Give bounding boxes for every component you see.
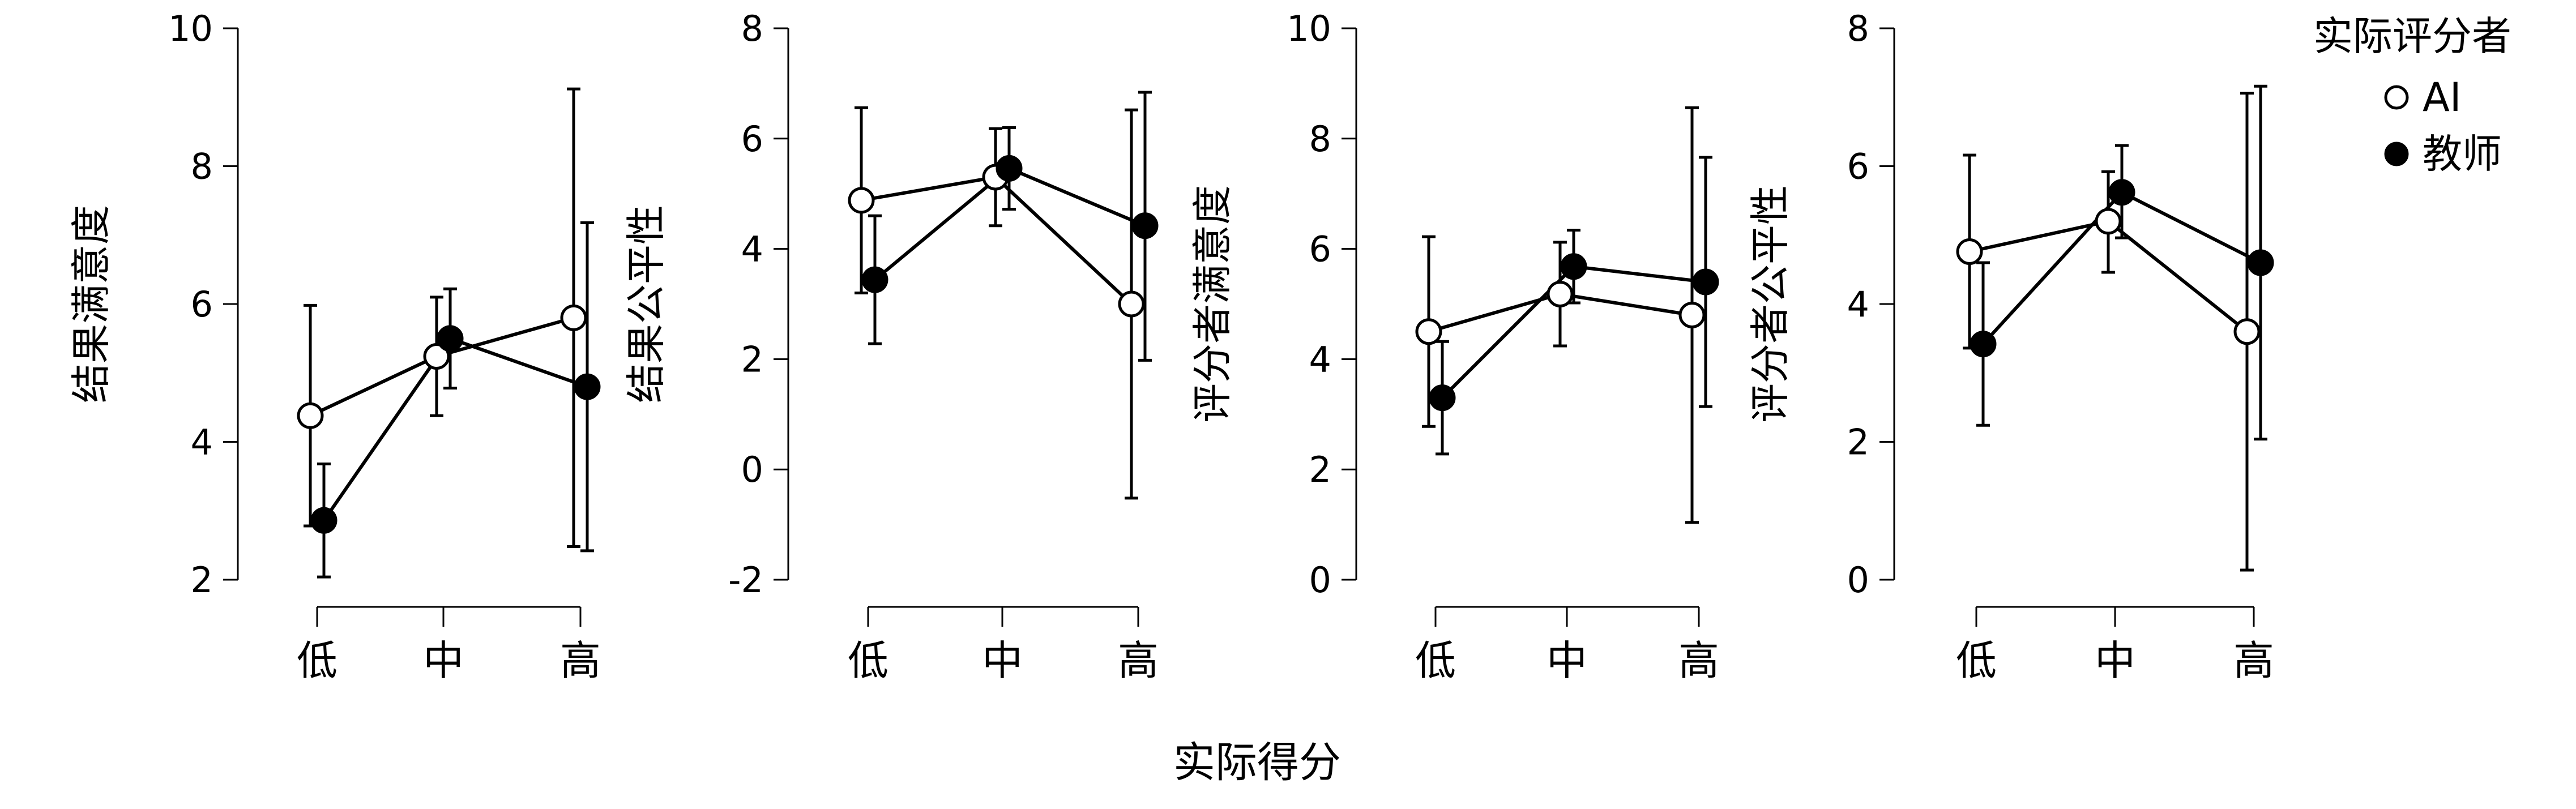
x-tick-label: 中 — [1547, 637, 1587, 684]
y-tick-label: 2 — [1847, 422, 1869, 463]
y-tick-label: 2 — [741, 339, 763, 380]
x-tick-label: 中 — [423, 637, 464, 684]
y-tick-label: 0 — [741, 449, 763, 490]
legend-marker-ai — [2384, 85, 2409, 110]
y-tick-label: 4 — [1309, 339, 1331, 380]
y-tick-label: 6 — [191, 284, 213, 325]
data-point-teacher — [1429, 384, 1456, 412]
x-tick-label: 高 — [1118, 637, 1159, 684]
x-tick-label: 中 — [2095, 637, 2135, 684]
y-tick-label: -2 — [728, 559, 763, 601]
x-tick-label: 高 — [2233, 637, 2274, 684]
y-tick-label: 0 — [1847, 559, 1869, 601]
legend: 实际评分者 AI 教师 — [2313, 13, 2511, 177]
data-point-ai — [1415, 318, 1442, 345]
y-tick-label: 4 — [191, 422, 213, 463]
legend-title: 实际评分者 — [2313, 13, 2511, 59]
y-tick-label: 8 — [191, 146, 213, 187]
series-line-teacher — [322, 336, 588, 522]
y-tick-label: 2 — [191, 559, 213, 601]
data-point-teacher — [2108, 179, 2135, 206]
y-axis-title: 评分者满意度 — [1189, 185, 1236, 423]
data-point-ai — [1547, 280, 1574, 307]
data-point-teacher — [310, 507, 338, 534]
data-point-ai — [2233, 318, 2261, 345]
y-tick-label: 0 — [1309, 559, 1331, 601]
y-axis-title: 评分者公平性 — [1747, 185, 1793, 423]
x-tick-label: 低 — [297, 637, 338, 684]
y-tick-label: 10 — [168, 8, 213, 49]
data-point-ai — [2095, 208, 2122, 235]
x-axis-title: 实际得分 — [1173, 738, 1341, 787]
y-tick-label: 8 — [1847, 8, 1869, 49]
legend-marker-teacher — [2384, 142, 2409, 166]
data-point-teacher — [2247, 249, 2274, 276]
x-tick-label: 低 — [1415, 637, 1456, 684]
x-tick-label: 高 — [1678, 637, 1719, 684]
x-tick-label: 高 — [560, 637, 601, 684]
y-tick-label: 10 — [1287, 8, 1331, 49]
data-point-teacher — [574, 373, 601, 400]
y-tick-label: 6 — [741, 118, 763, 160]
y-tick-label: 8 — [741, 8, 763, 49]
y-axis-title: 结果满意度 — [68, 205, 114, 403]
data-point-ai — [1678, 301, 1706, 328]
data-point-ai — [423, 343, 450, 370]
data-point-teacher — [996, 155, 1023, 182]
data-point-teacher — [861, 266, 888, 293]
legend-label-teacher: 教师 — [2423, 131, 2502, 177]
x-tick-label: 低 — [848, 637, 888, 684]
y-tick-label: 4 — [741, 229, 763, 270]
y-tick-label: 6 — [1847, 146, 1869, 187]
data-point-ai — [1956, 238, 1983, 265]
data-point-ai — [848, 187, 875, 214]
x-tick-label: 中 — [982, 637, 1023, 684]
y-axis-title: 结果公平性 — [623, 205, 669, 403]
x-tick-label: 低 — [1956, 637, 1997, 684]
data-point-ai — [297, 402, 324, 429]
data-point-teacher — [437, 325, 464, 352]
data-point-teacher — [1692, 268, 1719, 296]
y-tick-label: 6 — [1309, 229, 1331, 270]
y-tick-label: 8 — [1309, 118, 1331, 160]
legend-label-ai: AI — [2423, 74, 2462, 121]
y-tick-label: 4 — [1847, 284, 1869, 325]
data-point-teacher — [1970, 331, 1997, 358]
data-point-teacher — [1131, 212, 1159, 239]
y-tick-label: 2 — [1309, 449, 1331, 490]
data-point-ai — [560, 304, 587, 331]
data-point-ai — [1118, 290, 1145, 318]
data-point-teacher — [1560, 253, 1587, 280]
